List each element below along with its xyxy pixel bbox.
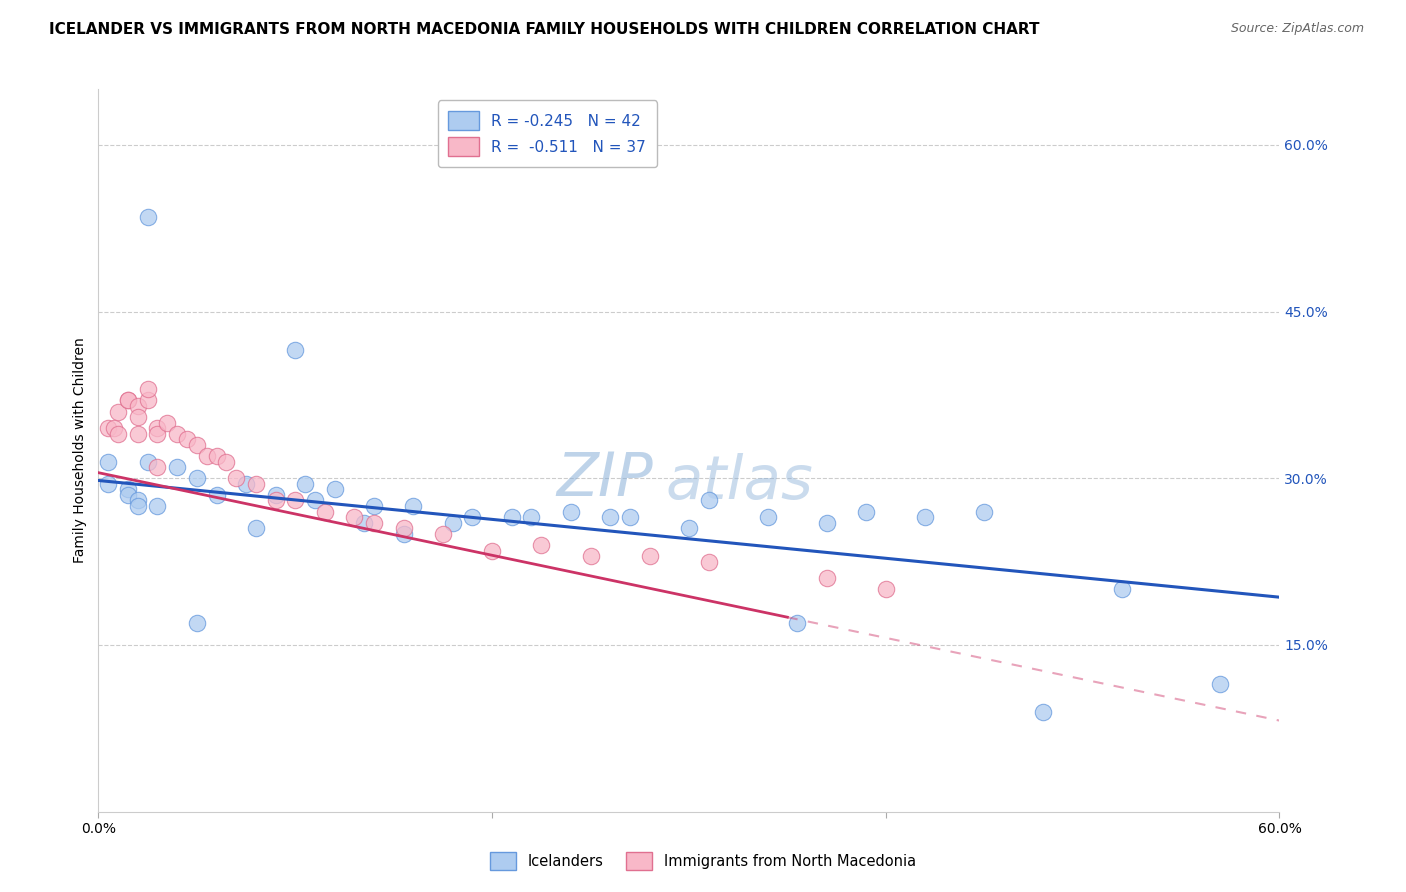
Point	[136, 382, 159, 396]
Point	[441, 516, 464, 530]
Point	[392, 526, 415, 541]
Point	[461, 510, 484, 524]
Point	[146, 499, 169, 513]
Point	[914, 510, 936, 524]
Point	[117, 393, 139, 408]
Point	[97, 476, 120, 491]
Point	[146, 426, 169, 441]
Point	[697, 555, 720, 569]
Point	[1111, 582, 1133, 597]
Point	[323, 483, 346, 497]
Point	[855, 505, 877, 519]
Point	[107, 404, 129, 418]
Point	[1209, 677, 1232, 691]
Point	[343, 510, 366, 524]
Point	[678, 521, 700, 535]
Point	[127, 499, 149, 513]
Point	[127, 493, 149, 508]
Point	[107, 426, 129, 441]
Point	[363, 516, 385, 530]
Point	[284, 493, 307, 508]
Point	[245, 476, 267, 491]
Point	[284, 343, 307, 358]
Point	[97, 421, 120, 435]
Point	[353, 516, 375, 530]
Point	[619, 510, 641, 524]
Point	[97, 454, 120, 468]
Point	[103, 421, 125, 435]
Point	[176, 433, 198, 447]
Legend: R = -0.245   N = 42, R =  -0.511   N = 37: R = -0.245 N = 42, R = -0.511 N = 37	[437, 101, 657, 167]
Point	[136, 393, 159, 408]
Text: atlas: atlas	[665, 453, 813, 513]
Point	[117, 483, 139, 497]
Point	[815, 516, 838, 530]
Point	[136, 454, 159, 468]
Point	[186, 615, 208, 630]
Point	[875, 582, 897, 597]
Point	[1032, 705, 1054, 719]
Y-axis label: Family Households with Children: Family Households with Children	[73, 337, 87, 564]
Point	[186, 471, 208, 485]
Point	[186, 438, 208, 452]
Point	[166, 460, 188, 475]
Point	[156, 416, 179, 430]
Legend: Icelanders, Immigrants from North Macedonia: Icelanders, Immigrants from North Macedo…	[484, 847, 922, 876]
Point	[363, 499, 385, 513]
Point	[146, 421, 169, 435]
Point	[117, 488, 139, 502]
Point	[294, 476, 316, 491]
Point	[530, 538, 553, 552]
Point	[638, 549, 661, 563]
Point	[560, 505, 582, 519]
Point	[314, 505, 336, 519]
Point	[481, 543, 503, 558]
Point	[579, 549, 602, 563]
Point	[264, 493, 287, 508]
Point	[697, 493, 720, 508]
Point	[786, 615, 808, 630]
Point	[304, 493, 326, 508]
Point	[127, 426, 149, 441]
Point	[815, 571, 838, 585]
Point	[501, 510, 523, 524]
Text: ICELANDER VS IMMIGRANTS FROM NORTH MACEDONIA FAMILY HOUSEHOLDS WITH CHILDREN COR: ICELANDER VS IMMIGRANTS FROM NORTH MACED…	[49, 22, 1039, 37]
Point	[146, 460, 169, 475]
Point	[166, 426, 188, 441]
Point	[136, 210, 159, 224]
Point	[520, 510, 543, 524]
Point	[127, 410, 149, 425]
Point	[264, 488, 287, 502]
Point	[599, 510, 621, 524]
Point	[215, 454, 238, 468]
Point	[205, 449, 228, 463]
Point	[195, 449, 218, 463]
Point	[245, 521, 267, 535]
Point	[127, 399, 149, 413]
Text: Source: ZipAtlas.com: Source: ZipAtlas.com	[1230, 22, 1364, 36]
Text: ZIP: ZIP	[557, 450, 654, 508]
Point	[235, 476, 257, 491]
Point	[432, 526, 454, 541]
Point	[205, 488, 228, 502]
Point	[392, 521, 415, 535]
Point	[402, 499, 425, 513]
Point	[225, 471, 247, 485]
Point	[117, 393, 139, 408]
Point	[756, 510, 779, 524]
Point	[973, 505, 995, 519]
